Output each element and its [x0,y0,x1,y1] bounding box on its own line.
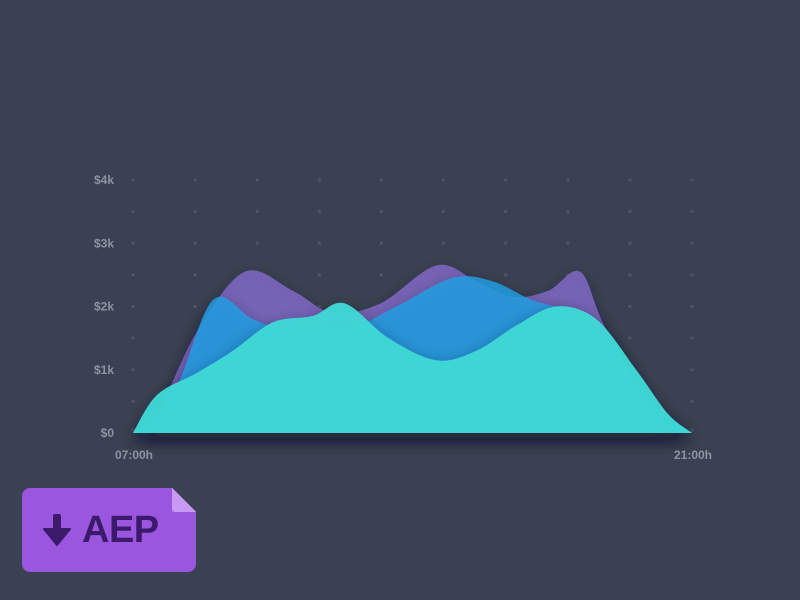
grid-dot [193,178,197,182]
grid-dot [690,305,694,308]
grid-dot [628,210,632,214]
grid-dot [131,178,135,182]
grid-dot [131,273,135,277]
grid-dot [131,241,135,245]
grid-dot [131,305,135,308]
grid-dot [690,178,694,182]
grid-dot [566,210,570,214]
grid-dot [504,178,508,182]
grid-dot [131,210,135,214]
grid-dot [255,241,259,245]
grid-dot [255,178,259,182]
grid-dot [690,241,694,245]
y-axis-ticks: $0 $1k $2k $3k $4k [94,173,114,440]
grid-dot [379,178,383,182]
grid-dot [690,210,694,214]
y-tick-label: $1k [94,363,114,377]
chart-series-group [133,264,692,433]
grid-dot [628,305,632,308]
grid-dot [193,210,197,214]
grid-dot [131,336,135,340]
y-tick-label: $3k [94,236,114,250]
grid-dot [255,210,259,214]
badge-label: AEP [82,508,159,551]
grid-dot [317,210,321,214]
grid-dot [131,368,135,372]
grid-dot [131,399,135,403]
grid-dot [690,399,694,403]
grid-dot [628,241,632,245]
grid-dot [442,178,446,182]
grid-dot [690,273,694,277]
grid-dot [628,273,632,277]
grid-dot [566,241,570,245]
grid-dot [690,428,694,432]
grid-dot [317,273,321,277]
grid-dot [379,210,383,214]
grid-dot [131,428,135,432]
grid-dot [566,178,570,182]
area-series-3 [133,302,692,433]
grid-dot [566,273,570,277]
grid-dot [442,241,446,245]
grid-dot [193,241,197,245]
grid-dot [628,178,632,182]
aep-download-badge[interactable]: AEP [22,488,196,572]
grid-dot [193,305,197,308]
grid-dot [193,273,197,277]
grid-dot [317,305,321,308]
badge-content: AEP [42,506,159,554]
download-arrow-icon [43,514,71,546]
grid-dot [317,178,321,182]
grid-dot [317,241,321,245]
grid-dot [628,336,632,340]
grid-dot [690,336,694,340]
badge-corner-fold [172,488,196,512]
grid-dot [504,210,508,214]
grid-dot [504,241,508,245]
y-tick-label: $4k [94,173,114,187]
y-tick-label: $2k [94,300,114,314]
x-tick-label-start: 07:00h [115,448,153,462]
y-tick-label: $0 [101,426,115,440]
x-tick-label-end: 21:00h [674,448,712,462]
grid-dot [379,241,383,245]
grid-dot [690,368,694,372]
grid-dot [504,273,508,277]
grid-dot [442,210,446,214]
grid-dot [379,273,383,277]
